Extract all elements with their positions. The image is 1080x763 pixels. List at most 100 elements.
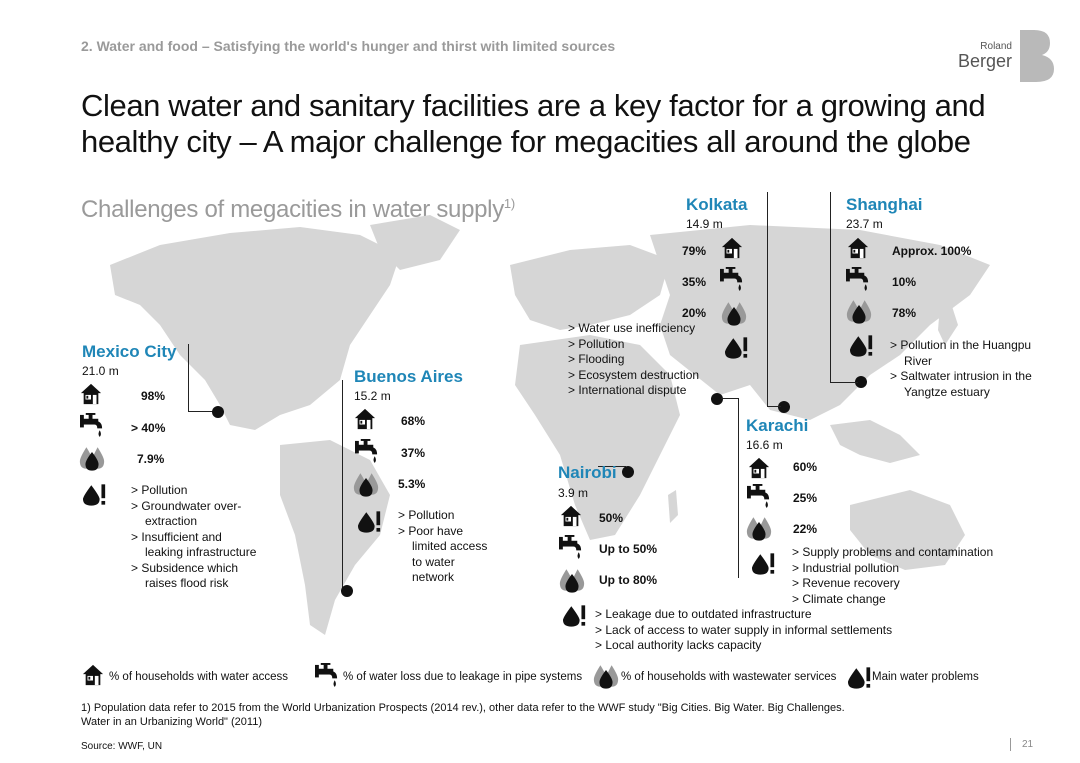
problem-item: Local authority lacks capacity	[595, 638, 935, 654]
stat-water-loss: 10%	[892, 275, 917, 289]
problem-item: Revenue recovery	[792, 576, 1022, 592]
shanghai-connector-h	[830, 382, 858, 383]
south-america-shape	[280, 440, 390, 635]
footnote-line-1: 1) Population data refer to 2015 from th…	[81, 702, 845, 714]
buenos-aires-connector	[342, 380, 343, 590]
problem-item: Insufficient and leaking infrastructure	[131, 530, 261, 561]
stat-water-loss: 25%	[793, 491, 818, 505]
faucet-icon	[354, 439, 381, 464]
house-icon	[354, 408, 376, 430]
buenos-aires-marker	[341, 585, 353, 597]
mexico-city-marker	[212, 406, 224, 418]
city-block-mexico: Mexico City	[82, 342, 176, 362]
stat-water-loss: Up to 50%	[599, 542, 658, 556]
problem-item: Lack of access to water supply in inform…	[595, 623, 935, 639]
problem-item: Industrial pollution	[792, 561, 1022, 577]
legend-wastewater: % of households with wastewater services	[621, 671, 837, 683]
legend-water-loss: % of water loss due to leakage in pipe s…	[343, 671, 583, 683]
stat-water-access: 98%	[141, 389, 166, 403]
problem-item: Pollution in the Huangpu River	[890, 338, 1040, 369]
faucet-icon	[314, 663, 341, 688]
stat-wastewater: 20%	[682, 306, 707, 320]
drops-icon	[845, 299, 873, 324]
problem-item: Ecosystem destruction	[568, 368, 738, 384]
legend-water-access: % of households with water access	[109, 671, 288, 683]
stat-wastewater: 78%	[892, 306, 917, 320]
problem-item: Pollution	[398, 508, 498, 524]
problem-item: Pollution	[131, 483, 261, 499]
source-note: Source: WWF, UN	[81, 741, 163, 752]
drops-icon	[592, 664, 620, 689]
logo-wordmark-small: Roland	[980, 41, 1012, 52]
problem-list: Pollution Poor have limited access to wa…	[398, 508, 498, 586]
stat-water-access: Approx. 100%	[892, 244, 972, 258]
city-population: 15.2 m	[354, 389, 391, 403]
kolkata-connector	[767, 192, 768, 407]
section-footnote-marker: 1)	[503, 196, 515, 211]
roland-berger-logo	[1020, 30, 1054, 82]
faucet-icon	[746, 484, 773, 509]
problem-list: Water use inefficiency Pollution Floodin…	[568, 321, 738, 399]
problem-item: Flooding	[568, 352, 738, 368]
city-name: Karachi	[746, 416, 809, 435]
house-icon	[560, 505, 582, 527]
nairobi-connector	[598, 466, 626, 467]
problem-item: Subsidence which raises flood risk	[131, 561, 261, 592]
stat-water-access: 60%	[793, 460, 818, 474]
house-icon	[82, 664, 104, 686]
footnote: 1) Population data refer to 2015 from th…	[81, 701, 1041, 729]
drop-exclamation-icon	[850, 334, 874, 357]
mexico-connector-h	[188, 411, 218, 412]
faucet-icon	[558, 535, 585, 560]
faucet-icon	[845, 267, 872, 292]
house-icon	[80, 383, 102, 405]
city-population: 3.9 m	[558, 486, 589, 500]
kolkata-connector-h	[767, 406, 781, 407]
drops-icon	[558, 568, 586, 593]
problem-item: International dispute	[568, 383, 738, 399]
stat-wastewater: 5.3%	[398, 477, 426, 491]
problem-list: Leakage due to outdated infrastructure L…	[595, 607, 935, 654]
shanghai-marker	[855, 376, 867, 388]
footnote-line-2: Water in an Urbanizing World" (2011)	[81, 716, 263, 728]
legend-problems: Main water problems	[872, 671, 979, 683]
problem-item: Saltwater intrusion in the Yangtze estua…	[890, 369, 1040, 400]
city-name: Mexico City	[82, 342, 177, 361]
stat-wastewater: 7.9%	[137, 452, 165, 466]
drop-exclamation-icon	[358, 510, 382, 533]
karachi-connector-h	[721, 398, 739, 399]
drops-icon	[352, 472, 380, 497]
europe-shape	[510, 245, 670, 330]
stat-water-loss: > 40%	[131, 421, 166, 435]
problem-list: Pollution in the Huangpu River Saltwater…	[890, 338, 1040, 400]
problem-item: Supply problems and contamination	[792, 545, 1022, 561]
problem-list: Supply problems and contamination Indust…	[792, 545, 1022, 607]
slide-subtitle: 2. Water and food – Satisfying the world…	[81, 38, 616, 54]
drop-exclamation-icon	[83, 483, 107, 506]
stat-wastewater: Up to 80%	[599, 573, 658, 587]
slide-title: Clean water and sanitary facilities are …	[81, 88, 1041, 160]
drop-exclamation-icon	[752, 552, 776, 575]
city-population: 23.7 m	[846, 217, 883, 231]
city-population: 14.9 m	[686, 217, 723, 231]
karachi-connector	[738, 398, 739, 578]
page-number: 21	[1022, 739, 1034, 750]
house-icon	[748, 457, 770, 479]
problem-list: Pollution Groundwater over-extraction In…	[131, 483, 261, 592]
city-population: 16.6 m	[746, 438, 783, 452]
southeast-asia-shape	[830, 420, 920, 463]
house-icon	[847, 237, 869, 259]
kolkata-marker	[778, 401, 790, 413]
problem-item: Groundwater over-extraction	[131, 499, 261, 530]
city-name: Nairobi	[558, 463, 617, 482]
stat-wastewater: 22%	[793, 522, 818, 536]
logo-wordmark-big: Berger	[957, 51, 1012, 71]
page-divider	[1010, 738, 1011, 751]
shanghai-connector	[830, 192, 831, 382]
stat-water-access: 50%	[599, 511, 624, 525]
drops-icon	[78, 446, 106, 471]
problem-item: Poor have limited access to water networ…	[398, 524, 498, 586]
problem-item: Water use inefficiency	[568, 321, 738, 337]
stat-water-access: 79%	[682, 244, 707, 258]
north-america-shape	[110, 227, 400, 430]
